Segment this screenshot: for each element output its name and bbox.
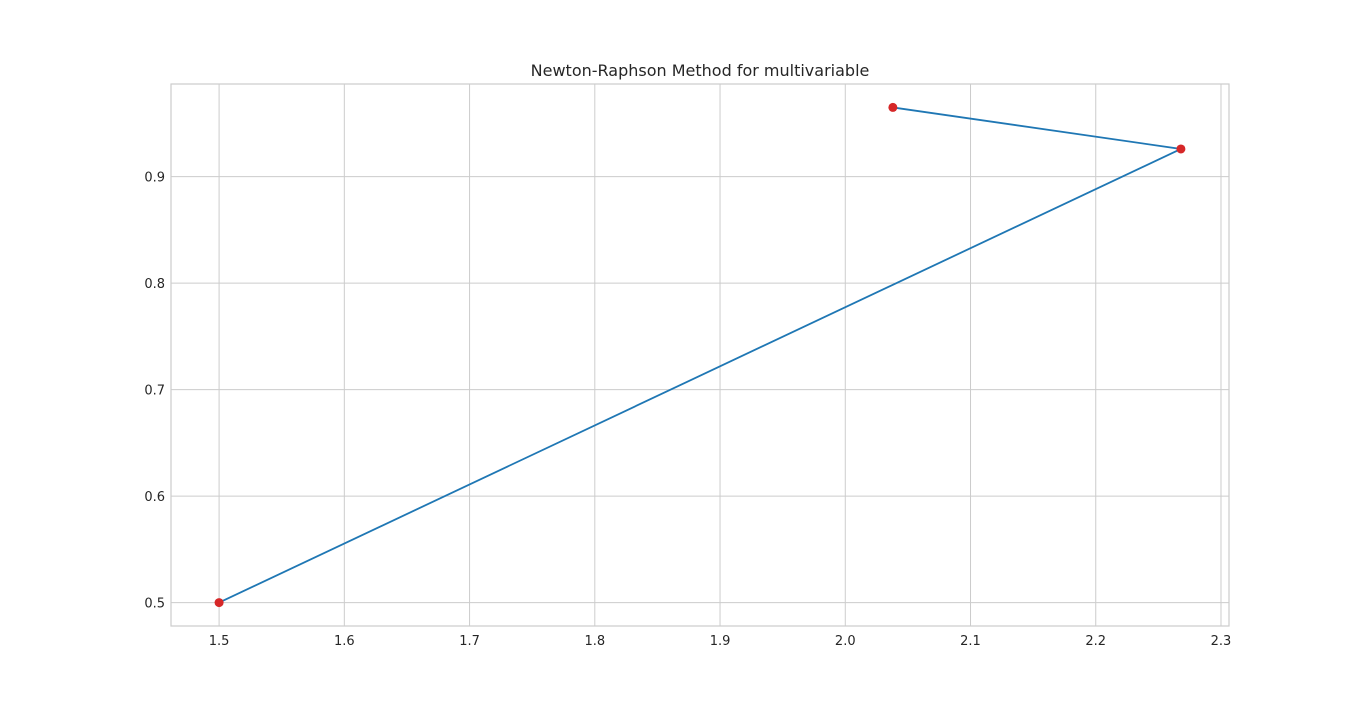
y-tick-label: 0.7 [144, 384, 165, 399]
x-tick-label: 1.9 [710, 634, 731, 649]
x-tick-label: 1.5 [209, 634, 230, 649]
x-tick-label: 1.7 [459, 634, 480, 649]
y-tick-label: 0.9 [144, 171, 165, 186]
chart-title: Newton-Raphson Method for multivariable [531, 61, 870, 80]
data-point-marker [1176, 144, 1186, 154]
x-tick-label: 2.2 [1085, 634, 1106, 649]
grid [171, 84, 1229, 626]
x-tick-label: 2.1 [960, 634, 981, 649]
y-axis-ticks: 0.5 0.6 0.7 0.8 0.9 [144, 171, 165, 612]
data-point-marker [888, 102, 898, 112]
x-tick-label: 1.6 [334, 634, 355, 649]
y-tick-label: 0.5 [144, 597, 165, 612]
data-point-marker [214, 598, 224, 608]
x-tick-label: 2.3 [1211, 634, 1232, 649]
y-tick-label: 0.8 [144, 277, 165, 292]
x-tick-label: 1.8 [584, 634, 605, 649]
x-tick-label: 2.0 [835, 634, 856, 649]
axes-frame [170, 83, 1230, 627]
series-line [218, 106, 1185, 604]
x-axis-ticks: 1.5 1.6 1.7 1.8 1.9 2.0 2.1 2.2 2.3 [209, 634, 1232, 649]
y-tick-label: 0.6 [144, 490, 165, 505]
series [214, 102, 1186, 608]
